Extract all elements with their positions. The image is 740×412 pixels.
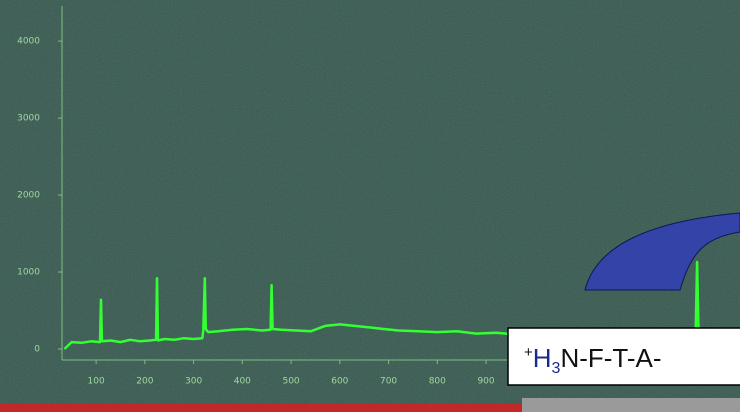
x-tick-label: 300 <box>185 377 202 387</box>
y-tick-label: 1000 <box>17 268 40 278</box>
red-bar <box>0 404 522 412</box>
x-tick-label: 400 <box>234 377 251 387</box>
gray-bar <box>522 398 740 412</box>
page: 0 1000 2000 3000 4000 100 200 300 400 500 600 700 80… <box>0 0 740 412</box>
chart: 0 1000 2000 3000 4000 100 200 300 400 500 600 700 80… <box>0 0 740 412</box>
y-tick-label: 0 <box>34 344 40 354</box>
x-tick-label: 900 <box>477 377 494 387</box>
x-tick-label: 200 <box>136 377 153 387</box>
y-tick-label: 3000 <box>17 114 40 124</box>
x-tick-label: 100 <box>88 377 105 387</box>
y-tick-label: 4000 <box>17 37 40 47</box>
rest: N-F-T-A- <box>560 343 661 373</box>
x-tick-label: 500 <box>282 377 299 387</box>
x-tick-label: 600 <box>331 377 348 387</box>
atom: H <box>533 343 552 373</box>
count: 3 <box>552 360 561 377</box>
x-tick-label: 700 <box>380 377 397 387</box>
y-tick-label: 2000 <box>17 191 40 201</box>
sequence-label: +H3N-F-T-A- <box>524 343 662 377</box>
charge: + <box>524 344 533 361</box>
x-tick-label: 800 <box>429 377 446 387</box>
